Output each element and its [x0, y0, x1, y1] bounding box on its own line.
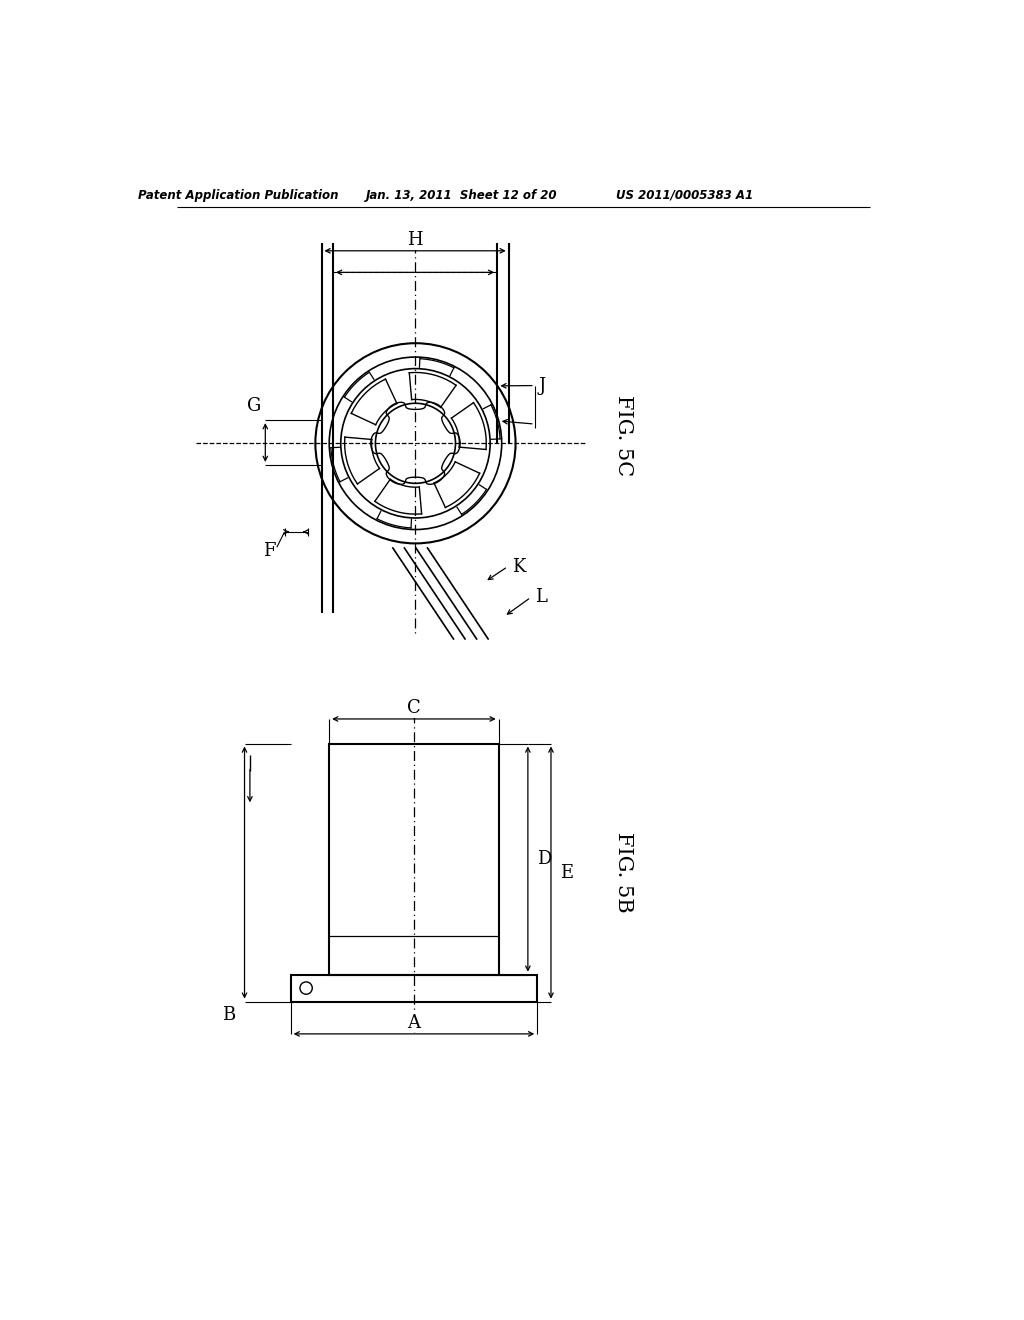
Text: FIG. 5B: FIG. 5B — [613, 833, 633, 913]
Text: J: J — [539, 376, 546, 395]
Text: Jan. 13, 2011  Sheet 12 of 20: Jan. 13, 2011 Sheet 12 of 20 — [366, 189, 557, 202]
Text: H: H — [408, 231, 423, 249]
Text: L: L — [535, 589, 547, 606]
Text: E: E — [560, 863, 573, 882]
Text: Patent Application Publication: Patent Application Publication — [138, 189, 339, 202]
Text: D: D — [538, 850, 552, 869]
Text: G: G — [247, 397, 261, 416]
Text: B: B — [222, 1006, 236, 1024]
Text: K: K — [512, 557, 525, 576]
Bar — [330, 743, 499, 974]
Text: FIG. 5C: FIG. 5C — [613, 395, 633, 477]
Text: US 2011/0005383 A1: US 2011/0005383 A1 — [616, 189, 754, 202]
Text: F: F — [263, 543, 275, 560]
Text: C: C — [408, 698, 421, 717]
Bar — [291, 974, 538, 1002]
Text: A: A — [408, 1014, 421, 1032]
